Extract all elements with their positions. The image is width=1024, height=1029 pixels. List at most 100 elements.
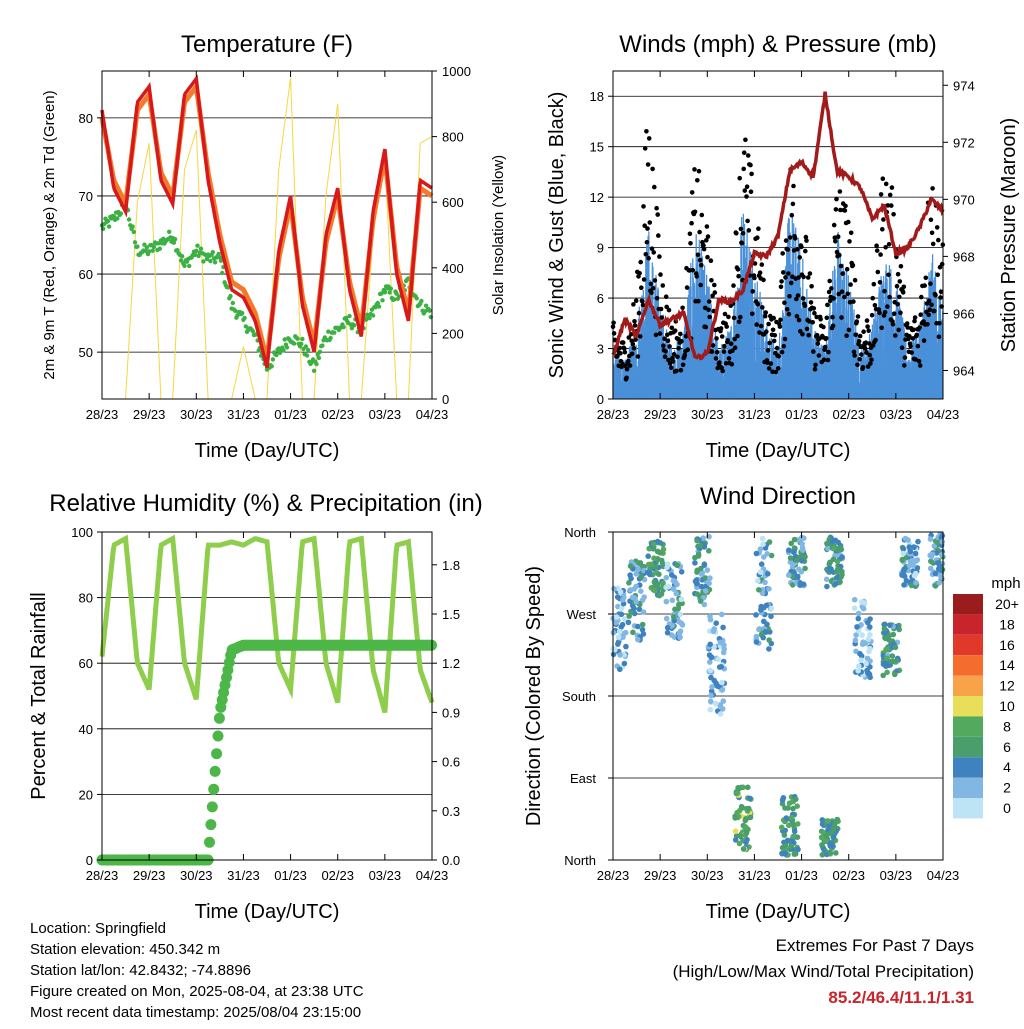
gust-point	[678, 331, 683, 337]
precip-point	[212, 730, 224, 742]
gust-point	[659, 315, 664, 320]
gust-point	[917, 325, 922, 330]
wind-direction-point	[692, 578, 699, 585]
wind-direction-point	[787, 555, 794, 561]
gust-point	[644, 129, 649, 134]
wind-direction-point	[830, 545, 837, 552]
wind-direction-point	[718, 664, 724, 670]
gust-point	[813, 362, 818, 368]
gust-point	[649, 290, 654, 296]
dewpoint-point	[352, 323, 357, 328]
wind-direction-point	[768, 552, 775, 559]
wind-direction-point	[764, 621, 770, 628]
wind-direction-point	[762, 579, 768, 586]
wind-direction-point	[715, 656, 721, 662]
gust-point	[721, 349, 727, 354]
gust-point	[631, 345, 637, 351]
x-tick-label: 04/23	[927, 868, 960, 883]
gust-point	[720, 368, 725, 374]
gust-point	[923, 275, 929, 281]
gust-point	[666, 357, 671, 363]
gust-point	[760, 305, 765, 310]
gust-point	[912, 315, 918, 320]
wind-direction-point	[636, 606, 643, 613]
gust-point	[852, 277, 858, 283]
wind-direction-point	[830, 827, 837, 833]
gust-point	[773, 369, 779, 375]
gust-point	[794, 313, 800, 319]
wind-direction-point	[819, 852, 826, 858]
gust-point	[709, 278, 714, 283]
colorbar-label: 2	[1003, 780, 1011, 796]
dewpoint-point	[306, 347, 311, 353]
gust-point	[857, 357, 862, 362]
gust-point	[821, 324, 826, 330]
dewpoint-point	[171, 240, 177, 245]
x-tick-label: 03/23	[369, 407, 402, 422]
wind-direction-point	[760, 541, 766, 548]
dewpoint-point	[380, 298, 385, 303]
dewpoint-point	[118, 211, 124, 216]
gust-point	[870, 295, 875, 301]
y-tick-label: 0	[86, 853, 93, 868]
gust-point	[783, 275, 788, 280]
wind-direction-point	[621, 616, 628, 622]
gust-point	[697, 229, 702, 235]
gust-point	[695, 252, 701, 258]
dewpoint-point	[182, 263, 187, 268]
gust-point	[890, 321, 896, 327]
wind-direction-point	[619, 621, 626, 628]
wind-direction-point	[761, 604, 767, 611]
y-right-tick-label: 400	[442, 261, 464, 276]
wind-direction-point	[882, 621, 888, 628]
wind-direction-point	[647, 571, 653, 578]
wind-direction-point	[753, 612, 759, 618]
wind-direction-point	[862, 640, 869, 646]
wind-direction-point	[698, 583, 705, 590]
gust-point	[936, 237, 941, 243]
wind-direction-point	[697, 598, 704, 604]
gust-point	[917, 363, 923, 368]
gust-point	[875, 269, 881, 275]
wind-direction-point	[913, 558, 920, 564]
gust-point	[692, 209, 698, 215]
precip-point	[209, 765, 221, 777]
gust-point	[766, 366, 772, 371]
gust-point	[736, 319, 742, 325]
wind-direction-point	[759, 590, 766, 596]
wind-direction-point	[900, 550, 906, 557]
gust-point	[891, 212, 896, 217]
wind-direction-point	[617, 666, 623, 673]
wind-direction-point	[713, 700, 719, 707]
gust-point	[803, 248, 808, 254]
dewpoint-point	[314, 361, 319, 367]
gust-point	[719, 334, 725, 339]
gust-point	[713, 356, 719, 361]
gust-point	[703, 324, 709, 330]
x-tick-label: 31/23	[738, 868, 771, 883]
colorbar-label: 8	[1003, 718, 1011, 734]
wind-direction-point	[880, 672, 886, 679]
gust-point	[803, 234, 809, 240]
gust-point	[701, 246, 707, 252]
dewpoint-point	[151, 244, 157, 250]
wind-direction-point	[657, 550, 664, 556]
gust-point	[787, 294, 792, 299]
wind-direction-point	[679, 622, 686, 628]
extremes-box: Extremes For Past 7 Days (High/Low/Max W…	[673, 933, 974, 1011]
humidity-left-axis-label: Percent & Total Rainfall	[28, 592, 50, 800]
dewpoint-point	[228, 293, 233, 299]
gust-point	[921, 338, 927, 343]
wind-direction-panel: Wind Direction Direction (Colored By Spe…	[523, 483, 1021, 923]
wind-direction-point	[654, 538, 661, 545]
gust-point	[663, 349, 668, 354]
dewpoint-point	[192, 252, 198, 257]
wind-direction-point	[736, 785, 742, 792]
temperature-right-axis-label: Solar Insolation (Yellow)	[490, 155, 507, 315]
dewpoint-point	[106, 224, 112, 229]
gust-point	[624, 375, 629, 381]
wind-direction-point	[867, 645, 873, 652]
wind-direction-point	[621, 660, 628, 667]
gust-point	[789, 212, 795, 218]
